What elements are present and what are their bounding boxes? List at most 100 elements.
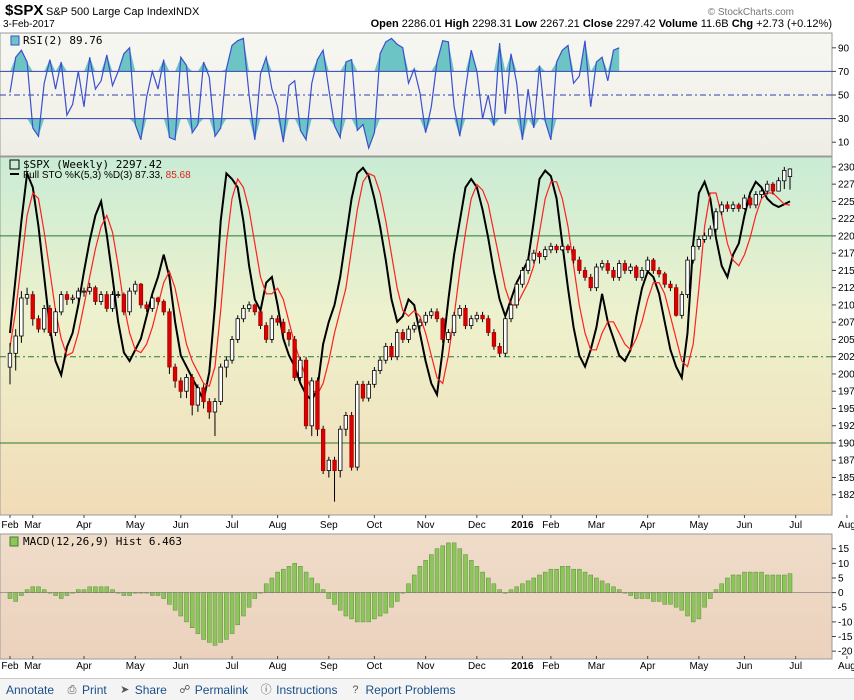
printer-icon: ⎙: [67, 683, 77, 696]
print-button[interactable]: ⎙ Print: [66, 683, 107, 697]
candle-down: [178, 380, 183, 392]
candle-up: [719, 204, 724, 213]
share-label: Share: [134, 682, 167, 697]
candle-up: [787, 168, 793, 177]
macd-hist-bar: [58, 592, 64, 599]
candle-down: [440, 318, 445, 340]
price-y-tick-label: 215: [838, 266, 854, 277]
macd-hist-bar: [463, 554, 468, 593]
macd-hist-bar: [252, 592, 258, 599]
macd-hist-bar: [286, 566, 292, 593]
watermark: © StockCharts.com: [708, 7, 794, 18]
macd-hist-bar: [229, 592, 235, 634]
price-y-tick-label: 195: [838, 404, 854, 415]
x-tick-label: May: [689, 661, 708, 672]
x-tick-label: Jun: [173, 520, 189, 531]
share-button[interactable]: ➤ Share: [119, 683, 167, 697]
macd-hist-bar: [121, 592, 127, 596]
permalink-button[interactable]: ☍ Permalink: [179, 683, 248, 697]
rsi-y-tick-label: 50: [838, 91, 850, 102]
candle-up: [53, 311, 58, 333]
candle-up: [195, 387, 201, 406]
candle-down: [480, 314, 485, 320]
x-tick-label: Oct: [367, 520, 383, 531]
price-y-tick-label: 210: [838, 300, 854, 311]
candle-up: [742, 197, 747, 209]
x-tick-label: Jun: [173, 661, 189, 672]
candle-up: [543, 249, 548, 257]
macd-hist-bar: [184, 592, 189, 623]
candle-up: [298, 359, 303, 378]
macd-hist-bar: [218, 592, 223, 643]
x-tick-label: May: [126, 661, 145, 672]
candle-down: [736, 204, 741, 209]
macd-legend: MACD(12,26,9) Hist 6.463: [9, 535, 182, 548]
x-tick-label: Feb: [1, 520, 19, 531]
candle-up: [355, 383, 360, 468]
macd-hist-bar: [104, 586, 110, 593]
report-problems-button[interactable]: ? Report Problems: [349, 683, 455, 697]
candle-down: [281, 321, 286, 334]
chart-date: 3-Feb-2017: [3, 19, 55, 30]
x-tick-label: Aug: [838, 661, 854, 672]
price-y-tick-label: 222: [838, 214, 854, 225]
macd-hist-bar: [172, 592, 178, 611]
candle-down: [622, 263, 627, 271]
candle-up: [127, 290, 132, 313]
macd-hist-bar: [263, 583, 269, 593]
sto-d-line: [9, 172, 791, 396]
candle-up: [19, 297, 24, 337]
candle-down: [201, 387, 206, 402]
price-legend: $SPX (Weekly) 2297.42 Full STO %K(5,3) %…: [9, 158, 191, 181]
link-icon: ☍: [179, 683, 191, 696]
candle-up: [76, 290, 81, 299]
candle-up: [776, 180, 781, 192]
macd-hist-bar: [292, 563, 297, 593]
macd-hist-bar: [742, 571, 747, 593]
candle-up: [241, 307, 246, 320]
candle-down: [486, 318, 491, 333]
rsi-label: RSI(2) 89.76: [23, 34, 102, 47]
x-tick-label: Feb: [542, 520, 560, 531]
annotate-button[interactable]: Annotate: [6, 683, 54, 697]
macd-hist-bar: [366, 592, 371, 623]
macd-hist-bar: [571, 568, 576, 593]
candle-up: [594, 266, 599, 289]
candle-up: [508, 304, 514, 320]
macd-hist-bar: [508, 589, 514, 593]
candle-up: [560, 245, 565, 251]
macd-hist-bar: [611, 586, 616, 593]
macd-hist-bar: [87, 586, 92, 593]
candle-down: [104, 294, 109, 309]
candle-down: [64, 294, 70, 300]
candle-up: [383, 345, 388, 361]
candle-up: [338, 428, 343, 472]
candle-up: [59, 294, 64, 313]
help-icon: ?: [352, 683, 359, 696]
candle-down: [167, 311, 172, 368]
macd-hist-bar: [753, 571, 759, 593]
price-y-tick-label: 212: [838, 283, 854, 294]
macd-hist-bar: [616, 589, 622, 593]
macd-y-tick-label: 5: [838, 573, 844, 584]
macd-hist-bar: [64, 592, 70, 596]
macd-hist-bar: [577, 568, 582, 593]
candle-up: [679, 294, 684, 316]
candle-up: [224, 359, 229, 368]
candle-down: [161, 301, 166, 313]
x-tick-label: Jun: [736, 520, 752, 531]
macd-hist-bar: [201, 592, 206, 640]
macd-hist-bar: [303, 571, 309, 593]
macd-hist-bar: [326, 592, 332, 599]
candle-down: [144, 304, 149, 309]
candle-down: [138, 283, 144, 306]
x-tick-label: Mar: [24, 661, 42, 672]
candle-down: [571, 249, 576, 261]
macd-hist-bar: [93, 586, 98, 593]
instructions-button[interactable]: ⓘ Instructions: [260, 683, 338, 697]
info-icon: ⓘ: [260, 683, 272, 696]
candle-up: [13, 335, 18, 354]
candle-down: [577, 259, 582, 271]
x-tick-label: Aug: [269, 520, 287, 531]
rsi-line: [9, 37, 620, 151]
